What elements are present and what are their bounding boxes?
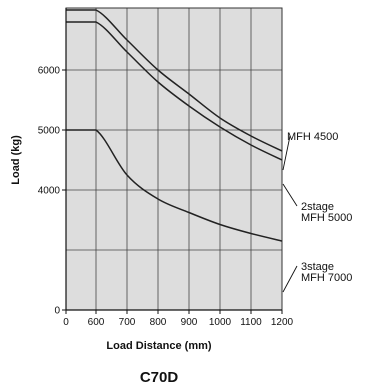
x-tick-label: 600 [88, 317, 105, 328]
series-label-leader [282, 265, 298, 293]
series-label-leader [282, 183, 298, 207]
y-tick-label: 5000 [38, 126, 61, 137]
y-tick-labels: 0 4000 5000 6000 [38, 66, 66, 317]
x-tick-label: 700 [119, 317, 136, 328]
x-tick-label: 800 [150, 317, 167, 328]
x-tick-label: 900 [181, 317, 198, 328]
x-axis-title: Load Distance (mm) [106, 340, 211, 352]
series-label-leader [282, 135, 291, 171]
y-tick-label: 0 [54, 306, 60, 317]
series-line-2 [66, 21, 283, 161]
y-axis-title: Load (kg) [10, 135, 22, 185]
series-line-3 [66, 129, 283, 242]
x-tick-label: 1100 [240, 317, 262, 328]
y-tick-label: 4000 [38, 186, 61, 197]
series-line-1 [66, 9, 283, 152]
series-label-2: MFH 5000 [301, 212, 352, 224]
chart-title: C70D [140, 369, 179, 386]
axes [65, 8, 282, 311]
series-label-3: 3stage [301, 261, 334, 273]
series-label-2: 2stage [301, 201, 334, 213]
x-tick-label: 0 [63, 317, 69, 328]
series-label-1: MFH 4500 [287, 131, 338, 143]
plot-area [66, 8, 282, 310]
x-tick-label: 1000 [209, 317, 232, 328]
series-label-3: MFH 7000 [301, 272, 352, 284]
x-tick-label: 1200 [271, 317, 294, 328]
y-tick-label: 6000 [38, 66, 61, 77]
x-tick-labels: 0 600 700 800 900 1000 1100 1200 [63, 310, 294, 328]
series-lines [66, 9, 283, 242]
